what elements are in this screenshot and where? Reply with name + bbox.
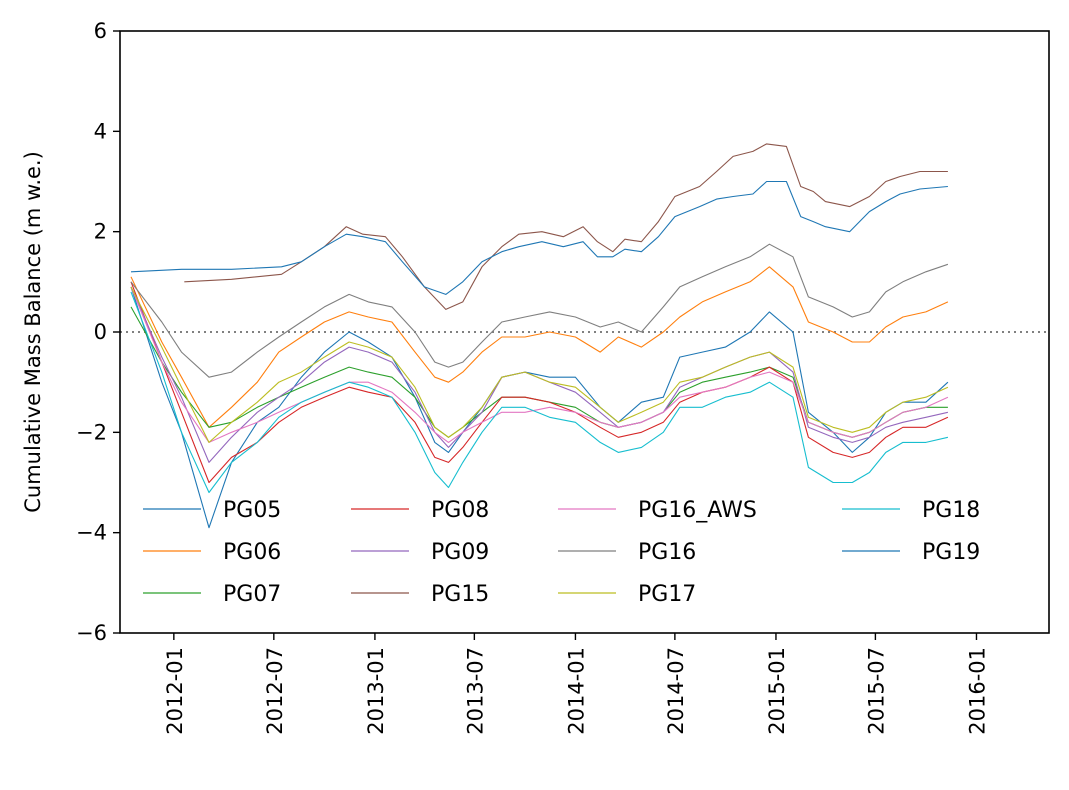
legend-label: PG15: [431, 582, 489, 607]
series-line-pg08: [130, 281, 949, 484]
series-line-pg18: [130, 291, 949, 494]
series-line-pg16: [130, 243, 949, 378]
x-tick-label: 2015-07: [864, 647, 888, 735]
legend-label: PG09: [431, 540, 489, 565]
legend-label: PG18: [922, 498, 980, 523]
legend-label: PG06: [223, 540, 281, 565]
x-tick-label: 2014-01: [564, 647, 588, 735]
series-line-pg16-aws: [130, 286, 949, 443]
series-line-pg19: [130, 180, 948, 295]
y-tick-label: −2: [76, 420, 107, 444]
y-tick-label: −6: [76, 621, 107, 645]
legend-label: PG07: [223, 582, 281, 607]
y-tick-label: 4: [94, 119, 107, 143]
x-tick-label: 2013-07: [463, 647, 487, 735]
y-tick-label: 0: [94, 320, 107, 344]
series-line-pg07: [130, 306, 948, 438]
x-tick-label: 2016-01: [965, 647, 989, 735]
series-line-pg06: [130, 266, 949, 428]
series-line-pg17: [130, 286, 949, 443]
legend-label: PG05: [223, 498, 281, 523]
y-axis-label: Cumulative Mass Balance (m w.e.): [21, 151, 45, 513]
series-layer: [130, 143, 949, 529]
series-line-pg15: [184, 143, 948, 310]
y-tick-label: 6: [94, 19, 107, 43]
x-tick-label: 2012-07: [263, 647, 287, 735]
legend-label: PG16_AWS: [638, 498, 757, 523]
y-axis: 6 4 2 0 −2 −4 −6: [76, 19, 120, 645]
legend-label: PG08: [431, 498, 489, 523]
x-axis: 2012-01 2012-07 2013-01 2013-07 2014-01 2014-…: [163, 633, 989, 735]
x-tick-label: 2014-07: [664, 647, 688, 735]
series-line-pg05: [130, 286, 949, 529]
x-tick-label: 2012-01: [163, 647, 187, 735]
legend-label: PG16: [638, 540, 696, 565]
legend-label: PG17: [638, 582, 696, 607]
x-tick-label: 2015-01: [765, 647, 789, 735]
x-tick-label: 2013-01: [364, 647, 388, 735]
y-tick-label: −4: [76, 521, 107, 545]
legend: PG05 PG06 PG07 PG08 PG09 PG15 PG16_AWS PG16 PG17…: [143, 498, 980, 607]
legend-label: PG19: [922, 540, 980, 565]
y-tick-label: 2: [94, 220, 107, 244]
